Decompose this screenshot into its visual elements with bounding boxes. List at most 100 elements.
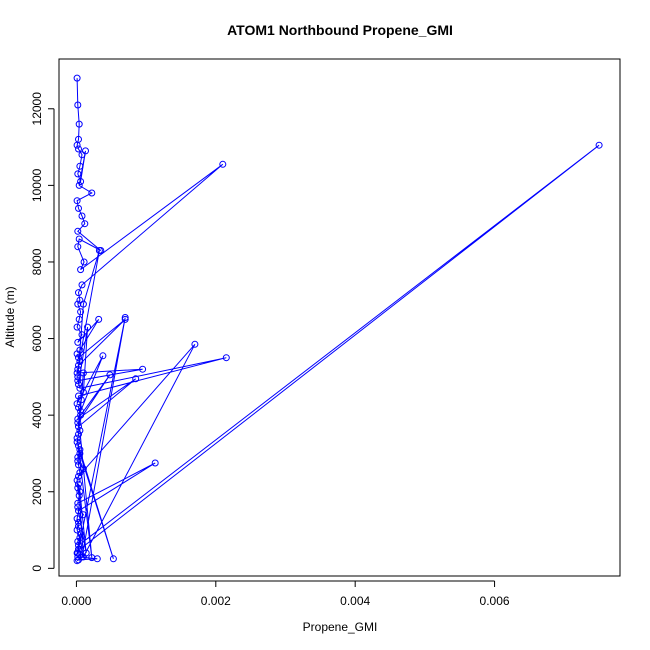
x-tick-label: 0.000 — [61, 594, 91, 608]
data-point — [78, 331, 86, 339]
y-axis-label: Altitude (m) — [3, 286, 17, 347]
data-point — [75, 480, 82, 488]
data-point — [75, 461, 82, 469]
data-point — [80, 258, 88, 266]
data-point — [79, 300, 87, 308]
x-tick-label: 0.002 — [201, 594, 231, 608]
data-point — [73, 141, 81, 149]
data-point — [74, 419, 82, 427]
data-point — [106, 371, 114, 379]
data-point — [132, 375, 140, 383]
data-point — [75, 354, 82, 362]
data-point — [73, 438, 81, 446]
data-point — [73, 526, 81, 534]
data-point — [75, 289, 82, 297]
plot-frame — [58, 58, 621, 577]
data-point — [73, 476, 81, 484]
data-point — [75, 541, 82, 549]
chart-title: ATOM1 Northbound Propene_GMI — [227, 22, 453, 38]
data-point — [73, 400, 81, 408]
data-point — [73, 74, 81, 82]
x-axis: 0.000 0.002 0.004 0.006 — [61, 580, 510, 608]
data-point — [76, 358, 84, 365]
data-point — [76, 534, 84, 542]
data-point — [73, 557, 81, 565]
series-line — [76, 78, 600, 562]
data-point — [88, 554, 96, 562]
data-point — [73, 434, 81, 442]
data-point — [595, 141, 603, 149]
data-point — [82, 147, 89, 155]
data-point — [75, 430, 82, 438]
data-point — [121, 314, 129, 321]
data-point — [74, 549, 82, 557]
data-point — [77, 530, 85, 538]
data-point — [73, 323, 81, 331]
y-tick-label: 4000 — [30, 401, 44, 428]
x-axis-label: Propene_GMI — [303, 620, 378, 634]
x-tick-label: 0.006 — [480, 594, 510, 608]
data-point — [74, 457, 82, 465]
data-point — [75, 522, 82, 530]
data-point — [73, 350, 81, 358]
data-point — [74, 243, 82, 251]
data-point — [75, 235, 83, 243]
data-point — [95, 247, 103, 254]
data-point — [191, 340, 199, 348]
data-point — [76, 450, 84, 457]
data-point — [76, 545, 84, 553]
data-point — [95, 315, 103, 323]
data-point — [74, 453, 82, 461]
data-point — [76, 427, 84, 434]
data-point — [139, 365, 147, 373]
data-point — [75, 361, 82, 369]
data-point — [79, 511, 87, 519]
data-point — [121, 315, 129, 323]
data-point — [77, 407, 85, 415]
data-point — [74, 377, 82, 385]
data-point — [76, 469, 84, 477]
data-point — [75, 204, 82, 212]
data-point — [78, 281, 86, 289]
data-point — [77, 178, 85, 185]
data-point — [76, 162, 84, 170]
data-point — [74, 499, 82, 507]
data-point — [75, 423, 82, 431]
y-tick-label: 0 — [30, 565, 44, 572]
data-point — [75, 518, 82, 526]
data-point — [77, 396, 85, 404]
y-axis: 0 2000 4000 6000 8000 10000 12000 — [30, 92, 55, 572]
y-tick-label: 10000 — [30, 168, 44, 202]
data-point — [73, 197, 81, 205]
data-point — [79, 465, 87, 473]
y-tick-label: 8000 — [30, 248, 44, 275]
data-point — [78, 151, 86, 159]
y-tick-label: 6000 — [30, 325, 44, 352]
y-tick-label: 12000 — [30, 92, 44, 126]
data-point — [79, 553, 87, 561]
data-point — [74, 338, 82, 346]
data-point — [75, 145, 82, 153]
data-point — [99, 352, 107, 360]
data-point — [77, 266, 85, 274]
data-point — [76, 296, 84, 304]
data-point — [75, 404, 82, 411]
data-point — [74, 365, 82, 373]
data-point — [81, 220, 89, 228]
data-point — [74, 503, 82, 511]
data-point — [74, 538, 82, 545]
data-point — [74, 227, 82, 235]
series-layer — [73, 74, 603, 565]
data-point — [79, 388, 87, 396]
data-point — [75, 181, 83, 189]
data-point — [76, 384, 84, 392]
data-point — [75, 315, 83, 323]
data-point — [219, 160, 227, 168]
data-point — [74, 101, 82, 109]
data-point — [75, 442, 82, 450]
data-point — [79, 369, 87, 377]
data-point — [76, 446, 84, 454]
data-point — [77, 411, 85, 419]
